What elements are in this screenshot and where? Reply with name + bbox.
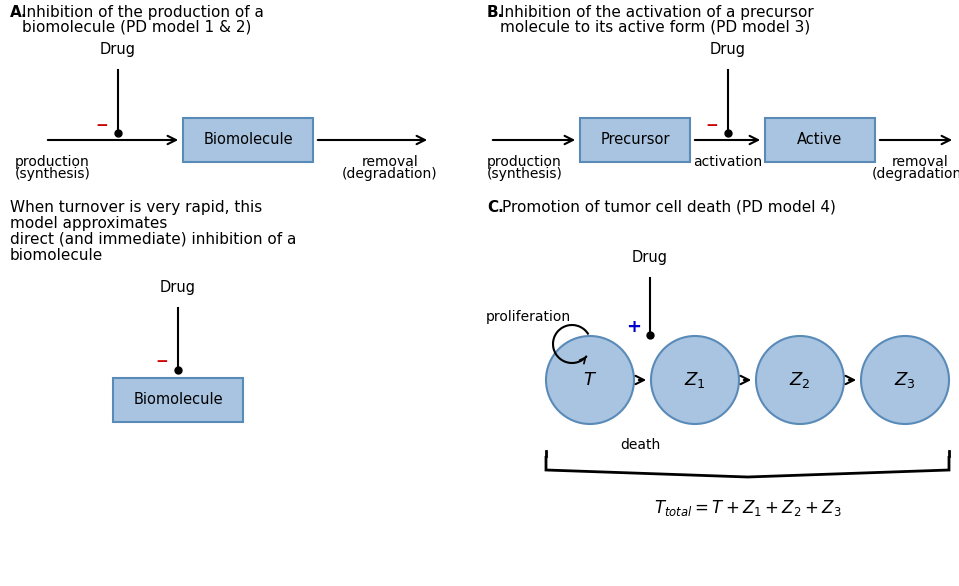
Text: Precursor: Precursor <box>600 132 669 148</box>
Circle shape <box>756 336 844 424</box>
Text: removal: removal <box>892 155 948 169</box>
Text: −: − <box>96 118 108 132</box>
Text: activation: activation <box>693 155 762 169</box>
Text: Active: Active <box>797 132 843 148</box>
FancyBboxPatch shape <box>765 118 875 162</box>
Text: Biomolecule: Biomolecule <box>203 132 292 148</box>
Text: Inhibition of the production of a: Inhibition of the production of a <box>22 5 264 20</box>
Text: $T$: $T$ <box>583 371 597 389</box>
Circle shape <box>651 336 739 424</box>
Text: (degradation): (degradation) <box>342 167 438 181</box>
Text: B.: B. <box>487 5 504 20</box>
FancyBboxPatch shape <box>183 118 313 162</box>
Text: C.: C. <box>487 200 503 215</box>
Text: biomolecule: biomolecule <box>10 248 104 263</box>
Text: −: − <box>155 355 169 370</box>
Text: $Z_3$: $Z_3$ <box>894 370 916 390</box>
Text: Drug: Drug <box>160 280 196 295</box>
Text: (synthesis): (synthesis) <box>15 167 91 181</box>
Text: death: death <box>620 438 660 452</box>
Text: Biomolecule: Biomolecule <box>133 393 222 407</box>
FancyBboxPatch shape <box>113 378 243 422</box>
Text: +: + <box>626 318 642 336</box>
FancyBboxPatch shape <box>580 118 690 162</box>
Text: production: production <box>15 155 90 169</box>
Text: molecule to its active form (PD model 3): molecule to its active form (PD model 3) <box>500 20 810 35</box>
Text: −: − <box>706 118 718 132</box>
Text: (degradation): (degradation) <box>872 167 959 181</box>
Text: direct (and immediate) inhibition of a: direct (and immediate) inhibition of a <box>10 232 296 247</box>
Text: $T_{total}$$= T + Z_1 + Z_2 +Z_3$: $T_{total}$$= T + Z_1 + Z_2 +Z_3$ <box>654 498 841 518</box>
Text: production: production <box>487 155 562 169</box>
Text: Drug: Drug <box>100 42 136 57</box>
Text: model approximates: model approximates <box>10 216 168 231</box>
Text: $Z_1$: $Z_1$ <box>684 370 706 390</box>
Text: removal: removal <box>362 155 418 169</box>
Text: Inhibition of the activation of a precursor: Inhibition of the activation of a precur… <box>500 5 814 20</box>
Text: biomolecule (PD model 1 & 2): biomolecule (PD model 1 & 2) <box>22 20 251 35</box>
Text: A.: A. <box>10 5 28 20</box>
Circle shape <box>861 336 949 424</box>
Text: Drug: Drug <box>632 250 668 265</box>
Circle shape <box>546 336 634 424</box>
Text: (synthesis): (synthesis) <box>487 167 563 181</box>
Text: $Z_2$: $Z_2$ <box>789 370 810 390</box>
Text: When turnover is very rapid, this: When turnover is very rapid, this <box>10 200 262 215</box>
Text: Promotion of tumor cell death (PD model 4): Promotion of tumor cell death (PD model … <box>502 200 836 215</box>
Text: Drug: Drug <box>710 42 746 57</box>
Text: proliferation: proliferation <box>485 310 571 324</box>
